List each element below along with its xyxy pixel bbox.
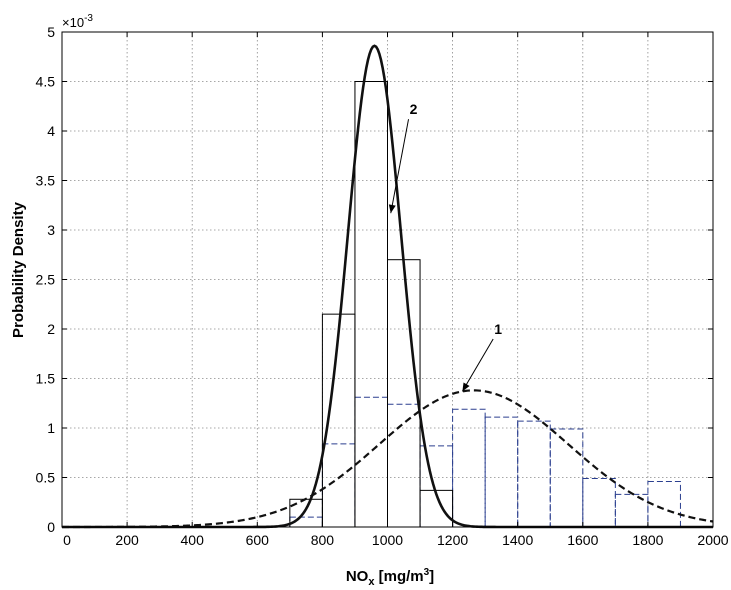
x-axis-label-main: NO <box>346 568 369 585</box>
y-tick-label: 4 <box>47 123 55 139</box>
annotation-arrowhead-2 <box>388 204 396 214</box>
annotation-arrowhead-1 <box>462 382 470 392</box>
x-tick-label: 1200 <box>437 532 468 548</box>
histogram-dashed <box>289 396 681 528</box>
annotation-label-1: 1 <box>494 321 502 337</box>
x-tick-label: 1000 <box>372 532 403 548</box>
x-tick-label: 1800 <box>632 532 663 548</box>
dashed-histogram-bar <box>484 416 519 528</box>
y-tick-label: 2.5 <box>36 272 56 288</box>
x-axis-label-sup: 3 <box>424 567 430 578</box>
y-tick-label: 0.5 <box>36 470 56 486</box>
x-tick-label: 800 <box>311 532 335 548</box>
x-tick-label: 200 <box>115 532 139 548</box>
y-tick-label: 3.5 <box>36 173 56 189</box>
x-tick-label: 0 <box>63 532 71 548</box>
y-tick-labels: 0 0.5 1 1.5 2 2.5 3 3.5 4 4.5 5 <box>36 24 56 535</box>
x-axis-label: NOx [mg/m3] <box>346 567 434 588</box>
dashed-histogram-bar <box>549 428 584 528</box>
x-tick-label: 1600 <box>567 532 598 548</box>
solid-histogram-bar <box>387 259 421 528</box>
dashed-histogram-bar <box>517 420 551 528</box>
x-axis-label-sub: x <box>368 576 375 588</box>
y-tick-label: 2 <box>47 321 55 337</box>
y-tick-label: 4.5 <box>36 74 56 90</box>
annotation-arrow-1 <box>461 338 494 392</box>
y-tick-label: 3 <box>47 222 55 238</box>
y-tick-label: 0 <box>47 519 55 535</box>
x-tick-label: 400 <box>181 532 205 548</box>
y-multiplier-exp: -3 <box>84 13 93 24</box>
y-multiplier-base: ×10 <box>62 15 84 30</box>
x-axis-label-rest: [mg/m <box>374 568 423 585</box>
y-multiplier: ×10-3 <box>62 13 93 30</box>
x-tick-label: 2000 <box>697 532 728 548</box>
dashed-histogram-bar <box>582 477 616 528</box>
annotations: 21 <box>388 101 502 392</box>
fitted-curve-1 <box>62 389 714 529</box>
annotation-label-2: 2 <box>410 101 418 117</box>
y-tick-label: 1 <box>47 420 55 436</box>
x-axis-label-end: ] <box>429 568 434 585</box>
annotation-arrow-2 <box>390 119 410 214</box>
axis-ticks <box>61 31 714 528</box>
dashed-histogram-bar <box>321 443 356 528</box>
y-tick-label: 5 <box>47 24 55 40</box>
x-tick-label: 1400 <box>502 532 533 548</box>
y-tick-label: 1.5 <box>36 371 56 387</box>
dashed-histogram-bar <box>387 403 421 528</box>
x-tick-label: 600 <box>246 532 270 548</box>
x-tick-labels: 0 200 400 600 800 1000 1200 1400 1600 1800 2000 <box>63 532 729 548</box>
y-axis-label: Probability Density <box>10 201 27 338</box>
dashed-histogram-bar <box>452 408 486 528</box>
